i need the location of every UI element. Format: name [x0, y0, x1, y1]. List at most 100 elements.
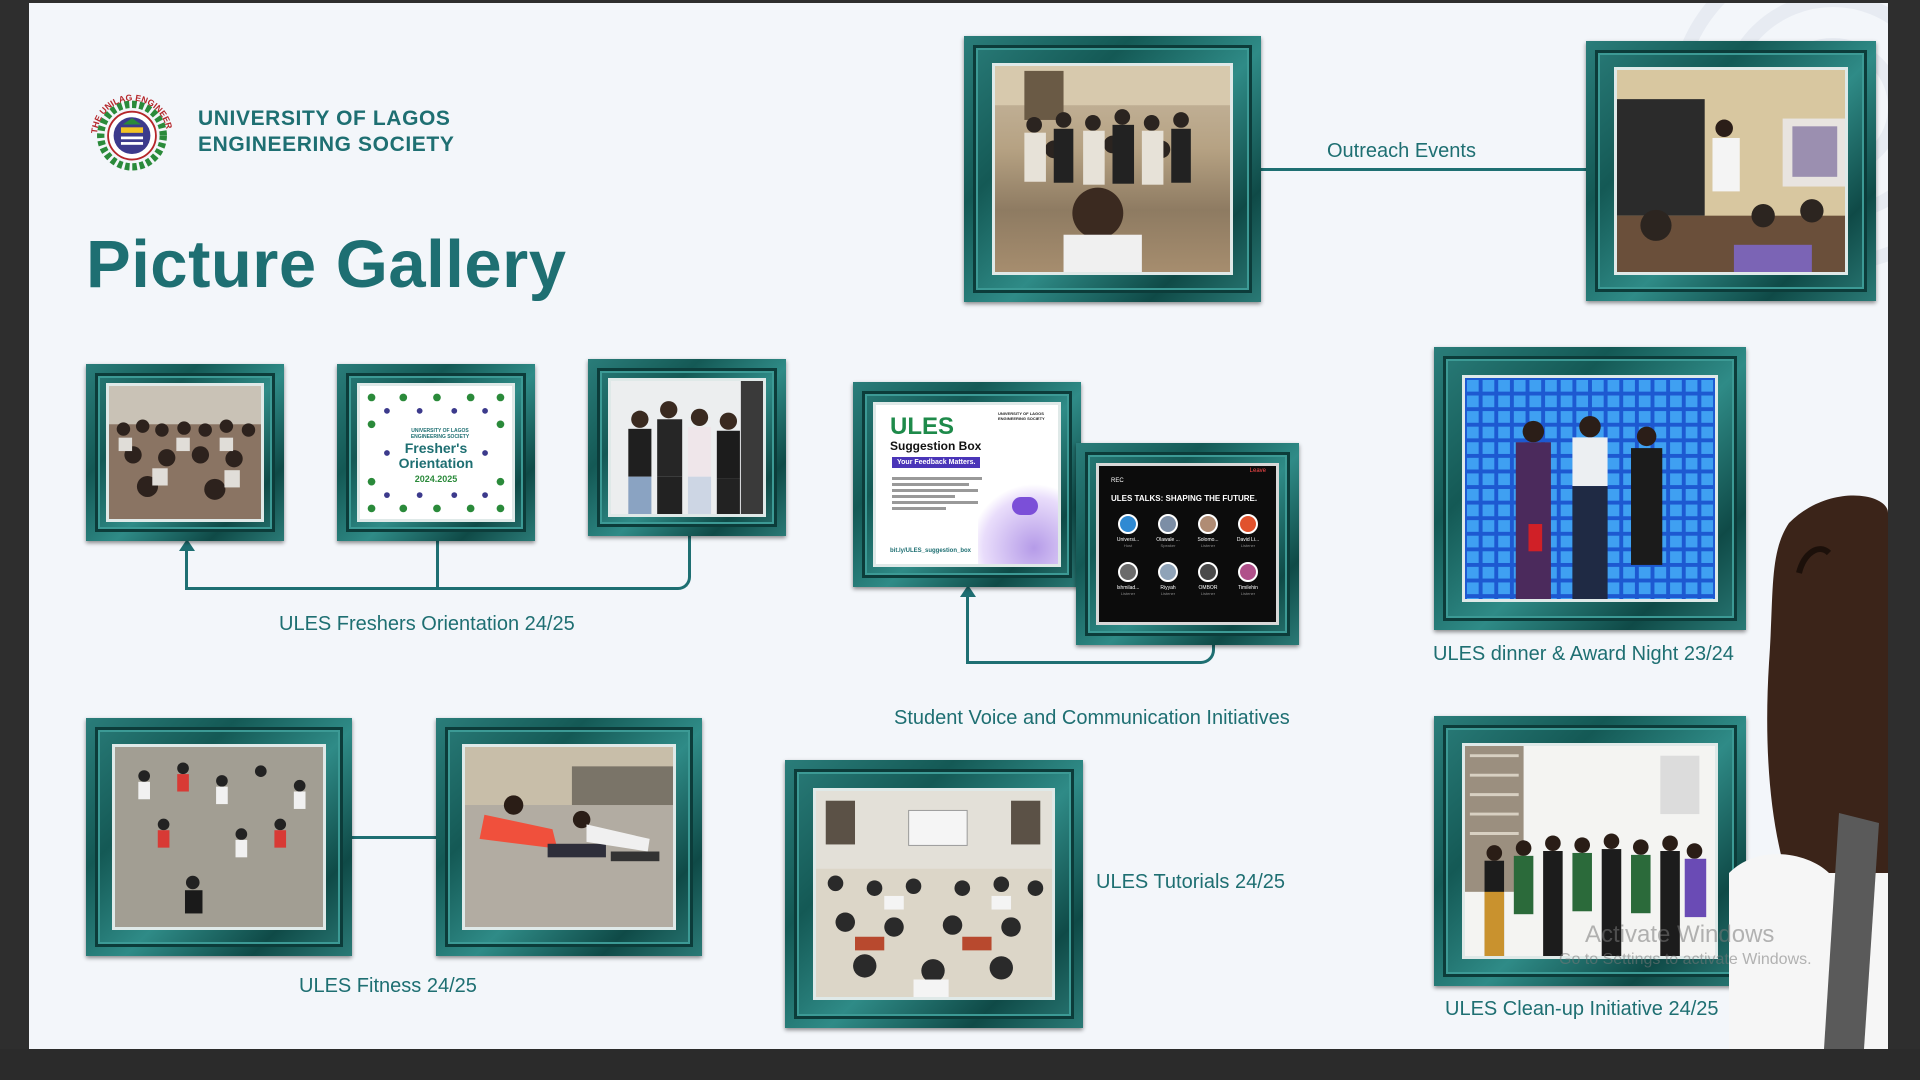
poster-fresher-line2: Orientation [398, 455, 474, 471]
activate-windows-watermark: Activate Windows [1585, 921, 1775, 948]
ules-logo-icon: THE UNILAG ENGINEER [89, 92, 174, 171]
participant-avatar [1238, 562, 1258, 582]
participant-avatar [1158, 562, 1178, 582]
poster-fresher-year: 2024.2025 [414, 474, 458, 484]
poster-brand: ULES [890, 413, 955, 440]
participant-role: Listener [1240, 591, 1256, 596]
participant-role: Listener [1160, 591, 1176, 596]
participant-name: Riyyah [1160, 585, 1176, 591]
caption-dinner: ULES dinner & Award Night 23/24 [1433, 643, 1734, 665]
participant-role: Listener [1240, 543, 1256, 548]
participant: Riyyah Listener [1149, 562, 1187, 596]
caption-cleanup: ULES Clean-up Initiative 24/25 [1445, 998, 1719, 1020]
photo-frame-outreach-1 [964, 36, 1261, 302]
participant-role: Host [1123, 543, 1133, 548]
participant-role: Speaker [1160, 543, 1176, 548]
org-name-line2: ENGINEERING SOCIETY [198, 133, 455, 156]
participant: OMBOR Listener [1189, 562, 1227, 596]
suggestion-box-poster: ULES Suggestion Box Your Feedback Matter… [873, 402, 1061, 567]
poster-org-small: UNIVERSITY OF LAGOS ENGINEERING SOCIETY [998, 411, 1045, 421]
participant-avatar [1238, 514, 1258, 534]
caption-fitness: ULES Fitness 24/25 [299, 975, 477, 997]
photo-frame-suggestion-box: ULES Suggestion Box Your Feedback Matter… [853, 382, 1081, 587]
connector-line [966, 593, 969, 663]
participant-name: Universi... [1116, 537, 1140, 543]
participant-role: Listener [1200, 591, 1216, 596]
participant-name: Olawale ... [1156, 537, 1180, 543]
speech-bubble-icon [1012, 497, 1038, 515]
fitness-group-photo [112, 744, 326, 930]
participant: Universi... Host [1109, 514, 1147, 548]
poster-link: bit.ly/ULES_suggestion_box [890, 548, 972, 554]
fitness-pushup-photo [462, 744, 676, 930]
ules-talks-screenshot: REC Leave ULES TALKS: SHAPING THE FUTURE… [1096, 463, 1279, 625]
participant-role: Listener [1200, 543, 1216, 548]
leave-badge: Leave [1249, 468, 1266, 474]
student-portrait [1729, 495, 1888, 1049]
cleanup-group-photo [1462, 743, 1718, 959]
slide: THE UNILAG ENGINEER UNIVERSITY OF LAGOS … [29, 3, 1888, 1049]
photo-frame-dinner [1434, 347, 1746, 630]
photo-frame-tutorials [785, 760, 1083, 1028]
window-right-edge [1888, 0, 1920, 1049]
participant-name: OMBOR [1198, 585, 1218, 591]
connector-line [966, 661, 1196, 664]
poster-box-graphic [978, 484, 1058, 564]
participant-avatar [1158, 514, 1178, 534]
connector-line [436, 539, 439, 589]
connector-line [185, 587, 665, 590]
photo-frame-outreach-2 [1586, 41, 1876, 301]
outreach-group-photo [992, 63, 1233, 275]
participant-name: Solomo... [1197, 537, 1219, 543]
participant: Olawale ... Speaker [1149, 514, 1187, 548]
photo-frame-ules-talks: REC Leave ULES TALKS: SHAPING THE FUTURE… [1076, 443, 1299, 645]
arrow-up-icon [960, 585, 976, 597]
participant-avatar [1118, 514, 1138, 534]
participant: David Li... Listener [1229, 514, 1267, 548]
participant-avatar [1198, 562, 1218, 582]
poster-subtitle: Suggestion Box [890, 439, 982, 453]
arrow-up-icon [179, 539, 195, 551]
window-bottom-edge [0, 1049, 1920, 1080]
photo-frame-cleanup [1434, 716, 1746, 986]
rec-badge: REC [1111, 478, 1124, 484]
outreach-classroom-photo [1614, 67, 1848, 275]
participant: Timilehin Listener [1229, 562, 1267, 596]
caption-freshers: ULES Freshers Orientation 24/25 [279, 613, 575, 635]
freshers-audience-photo [106, 383, 264, 522]
poster-body-lines [892, 477, 982, 510]
participant-avatar [1118, 562, 1138, 582]
participant-role: Listener [1120, 591, 1136, 596]
dinner-award-photo [1462, 375, 1718, 602]
photo-frame-freshers-2: UNIVERSITY OF LAGOS ENGINEERING SOCIETY … [337, 364, 535, 541]
connector-line [1259, 168, 1589, 171]
participant: Ishmilad... Listener [1109, 562, 1147, 596]
page-title: Picture Gallery [86, 227, 567, 302]
poster-org-small: UNIVERSITY OF LAGOS ENGINEERING SOCIETY [410, 428, 470, 440]
activate-windows-hint: Go to Settings to activate Windows. [1559, 951, 1812, 968]
tutorials-classroom-photo [813, 788, 1055, 1000]
org-name: UNIVERSITY OF LAGOS ENGINEERING SOCIETY [198, 106, 454, 158]
freshers-group-photo [608, 378, 766, 517]
participant-name: Timilehin [1238, 585, 1258, 591]
caption-student-voice: Student Voice and Communication Initiati… [894, 707, 1290, 729]
connector-line [665, 577, 691, 590]
connector-line [1195, 643, 1215, 664]
poster-fresher-line1: Fresher's [404, 440, 468, 456]
photo-frame-freshers-1 [86, 364, 284, 541]
participant: Solomo... Listener [1189, 514, 1227, 548]
caption-outreach: Outreach Events [1327, 140, 1476, 162]
participant-avatar [1198, 514, 1218, 534]
connector-line [351, 836, 439, 839]
connector-line [688, 535, 691, 577]
fresher-orientation-poster: UNIVERSITY OF LAGOS ENGINEERING SOCIETY … [357, 383, 515, 522]
photo-frame-fitness-2 [436, 718, 702, 956]
participant-name: David Li... [1236, 537, 1260, 543]
space-heading: ULES TALKS: SHAPING THE FUTURE. [1111, 494, 1258, 503]
connector-line [185, 551, 188, 589]
org-name-line1: UNIVERSITY OF LAGOS [198, 107, 451, 130]
participant-name: Ishmilad... [1116, 585, 1140, 591]
caption-tutorials: ULES Tutorials 24/25 [1096, 871, 1285, 893]
photo-frame-fitness-1 [86, 718, 352, 956]
poster-tag: Your Feedback Matters. [892, 457, 981, 468]
